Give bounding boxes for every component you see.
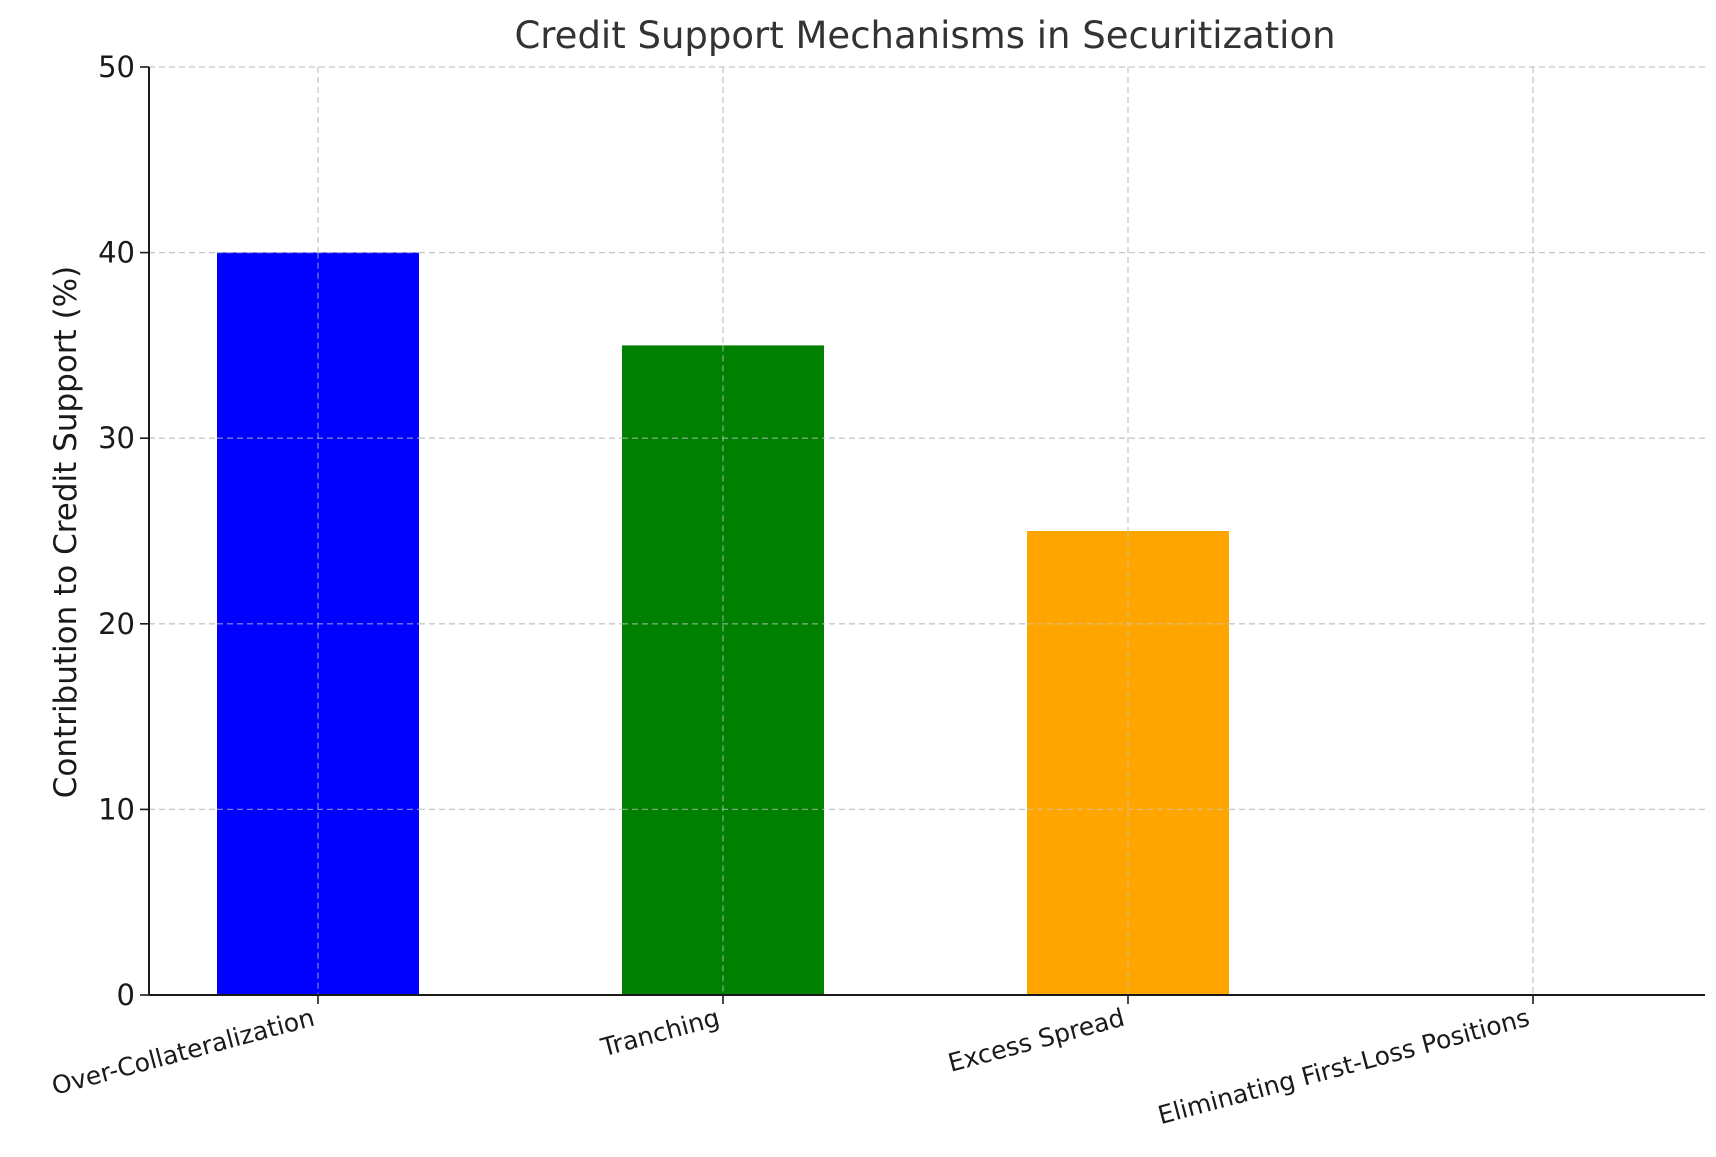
x-tick-label: Tranching <box>597 1003 723 1063</box>
y-tick-label: 40 <box>98 236 135 270</box>
x-tick-label: Over-Collateralization <box>49 1003 318 1101</box>
x-tick-label: Eliminating First-Loss Positions <box>1155 1003 1533 1130</box>
bar-layer <box>217 251 1229 996</box>
axis-layer <box>140 66 1705 1004</box>
y-tick-label: 30 <box>98 421 135 455</box>
y-tick-label: 10 <box>98 792 135 826</box>
chart-title: Credit Support Mechanisms in Securitizat… <box>514 14 1335 57</box>
y-tick-label: 20 <box>98 607 135 641</box>
y-axis-label: Contribution to Credit Support (%) <box>48 266 84 798</box>
y-tick-label: 0 <box>117 978 135 1012</box>
y-tick-label: 50 <box>98 50 135 84</box>
x-tick-label: Excess Spread <box>945 1003 1128 1078</box>
